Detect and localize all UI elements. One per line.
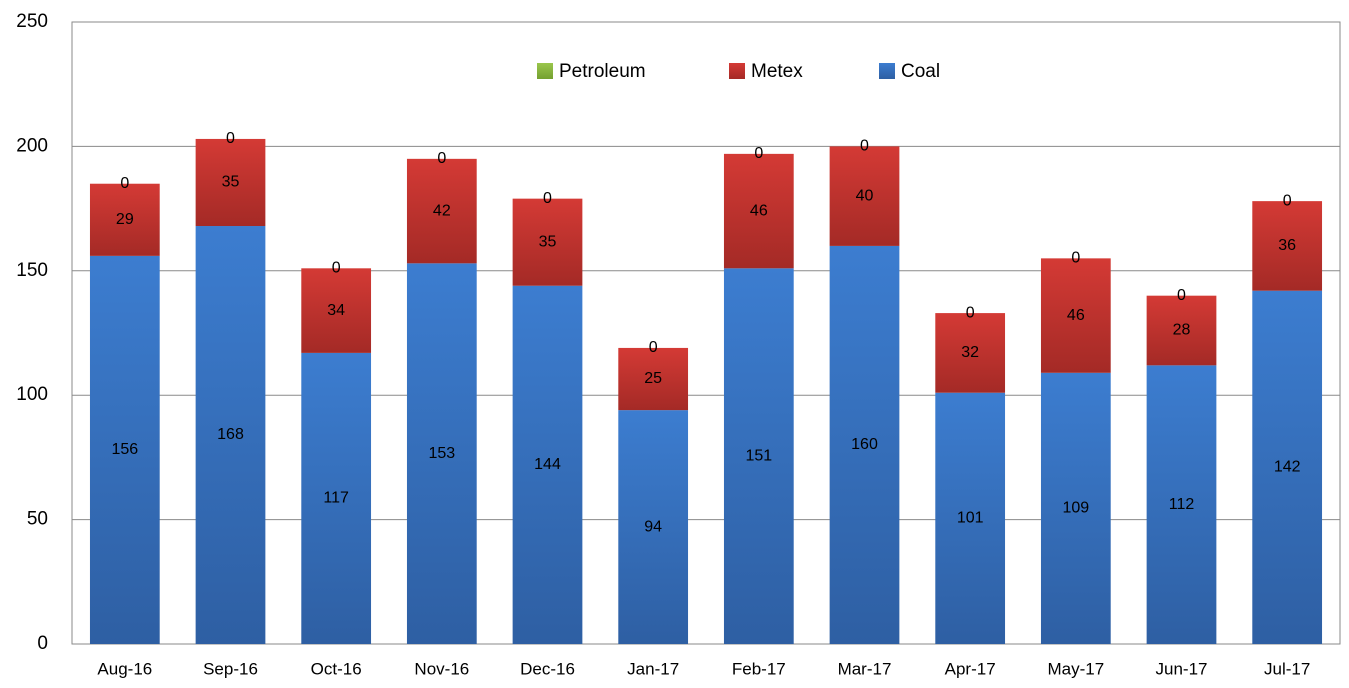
x-tick-label: Nov-16	[414, 659, 469, 678]
data-label: 153	[428, 445, 455, 462]
data-label: 156	[111, 441, 138, 458]
data-label: 25	[644, 370, 662, 387]
legend-label: Petroleum	[559, 61, 646, 82]
data-label: 40	[856, 187, 874, 204]
bar-segment	[1040, 258, 1111, 373]
data-label: 144	[534, 456, 561, 473]
data-label: 142	[1274, 459, 1301, 476]
bar-segment	[512, 285, 583, 644]
bar-segment	[89, 183, 160, 256]
data-label: 0	[966, 304, 975, 321]
bar-segment	[89, 255, 160, 644]
data-label: 0	[120, 175, 129, 192]
bar-segment	[195, 138, 266, 227]
data-label: 34	[327, 302, 345, 319]
plot-area	[71, 21, 1341, 645]
data-label: 35	[539, 233, 557, 250]
y-tick-label: 150	[16, 260, 48, 281]
data-label: 0	[754, 145, 763, 162]
bar-segment	[935, 313, 1006, 393]
bar-segment	[512, 198, 583, 286]
data-label: 0	[1283, 192, 1292, 209]
x-tick-label: Jun-17	[1156, 659, 1208, 678]
data-label: 0	[543, 190, 552, 207]
data-label: 168	[217, 426, 244, 443]
data-label: 36	[1278, 237, 1296, 254]
x-tick-label: Feb-17	[732, 659, 786, 678]
data-label: 0	[226, 130, 235, 147]
data-label: 46	[1067, 307, 1085, 324]
bar-segment	[618, 347, 689, 411]
x-tick-label: Sep-16	[203, 659, 258, 678]
data-label: 160	[851, 436, 878, 453]
y-tick-label: 0	[37, 633, 48, 654]
data-label: 112	[1169, 496, 1195, 513]
data-label: 109	[1062, 500, 1089, 517]
y-tick-label: 50	[27, 509, 48, 530]
x-tick-label: Jul-17	[1264, 659, 1310, 678]
bar-segment	[723, 153, 794, 269]
x-tick-label: Aug-16	[97, 659, 152, 678]
x-tick-label: Dec-16	[520, 659, 575, 678]
bar-segment	[829, 245, 900, 645]
data-label: 117	[323, 490, 349, 507]
bar-segment	[935, 392, 1006, 644]
data-label: 32	[961, 344, 979, 361]
data-label: 0	[437, 150, 446, 167]
x-tick-label: Jan-17	[627, 659, 679, 678]
x-tick-label: Mar-17	[838, 659, 892, 678]
data-label: 0	[860, 138, 869, 155]
bar-segment	[618, 410, 689, 644]
data-label: 46	[750, 202, 768, 219]
data-label: 0	[1177, 287, 1186, 304]
bar-segment	[301, 352, 372, 644]
bar-segment	[1146, 295, 1217, 366]
legend-swatch	[537, 63, 553, 79]
legend-label: Coal	[901, 61, 940, 82]
bar-segment	[1146, 365, 1217, 644]
bar-segment	[1040, 372, 1111, 644]
y-tick-label: 250	[16, 11, 48, 32]
data-label: 0	[649, 339, 658, 356]
bar-segment	[406, 263, 477, 644]
bar-segment	[301, 268, 372, 353]
data-label: 0	[332, 260, 341, 277]
bar-segment	[195, 226, 266, 645]
legend-swatch	[879, 63, 895, 79]
bar-segment	[829, 146, 900, 246]
data-label: 94	[644, 518, 662, 535]
x-tick-label: May-17	[1047, 659, 1104, 678]
data-label: 35	[222, 174, 240, 191]
data-label: 151	[745, 447, 772, 464]
bar-segment	[1252, 290, 1323, 644]
data-label: 101	[957, 510, 984, 527]
bar-segment	[406, 158, 477, 264]
legend-swatch	[729, 63, 745, 79]
legend-label: Metex	[751, 61, 803, 82]
x-tick-label: Oct-16	[311, 659, 362, 678]
x-tick-label: Apr-17	[945, 659, 996, 678]
y-tick-label: 200	[16, 135, 48, 156]
bar-segment	[723, 268, 794, 644]
y-tick-label: 100	[16, 384, 48, 405]
data-label: 29	[116, 211, 134, 228]
data-label: 0	[1071, 250, 1080, 267]
bar-segment	[1252, 201, 1323, 291]
data-label: 42	[433, 202, 451, 219]
data-label: 28	[1173, 322, 1191, 339]
